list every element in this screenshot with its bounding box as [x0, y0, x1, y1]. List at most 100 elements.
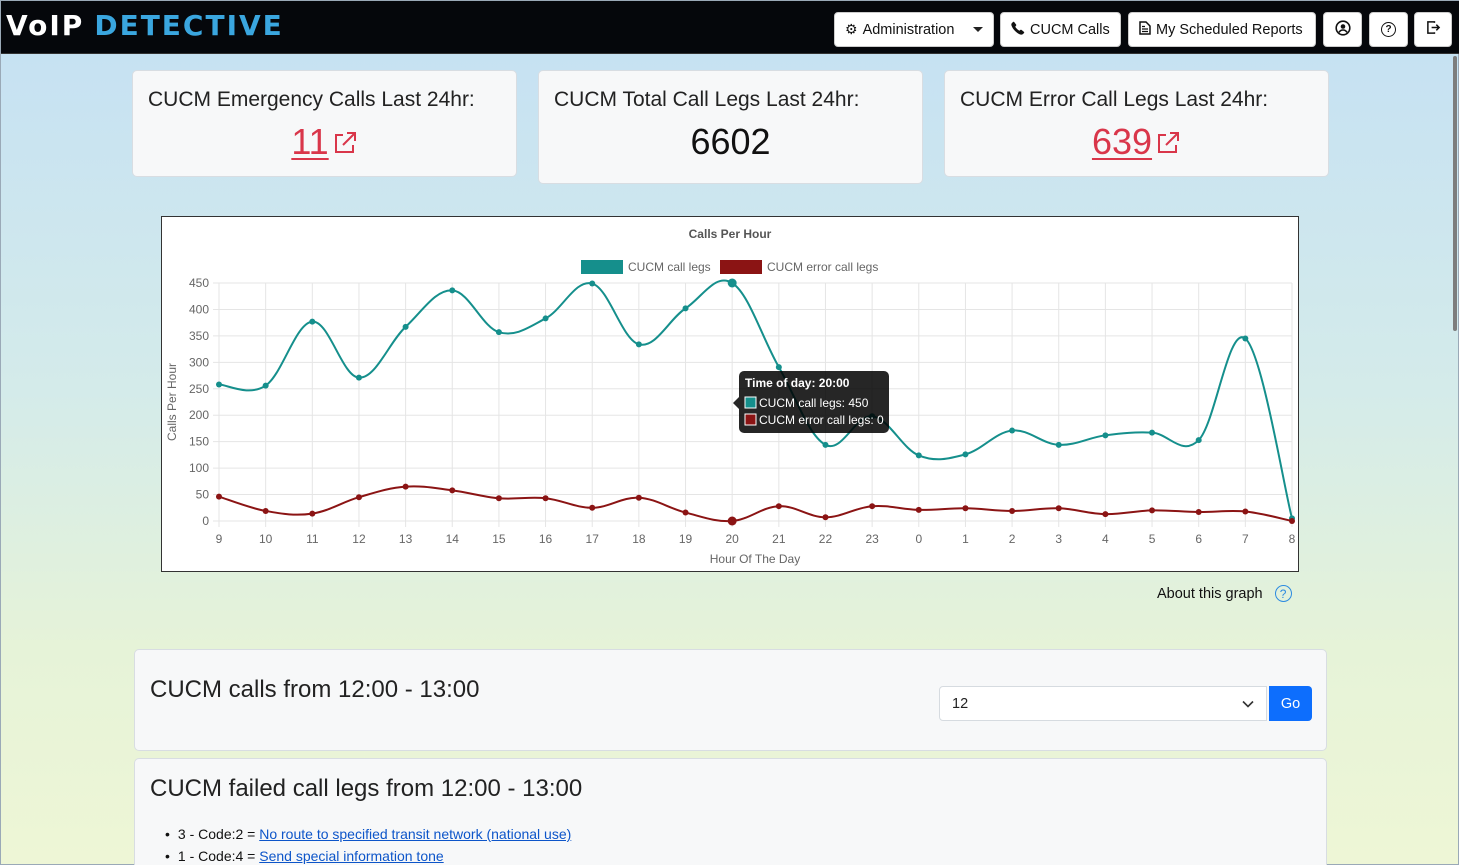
x-tick-label: 9	[216, 532, 223, 546]
calls-section-title: CUCM calls from 12:00 - 13:00	[150, 676, 480, 703]
data-point	[355, 374, 362, 381]
y-tick-label: 100	[189, 461, 209, 475]
scrollbar[interactable]	[1453, 56, 1457, 331]
tooltip-swatch	[744, 413, 757, 426]
tooltip-title: Time of day: 20:00	[745, 376, 850, 390]
question-circle-icon[interactable]: ?	[1274, 585, 1292, 602]
error-call-legs-value-wrap: 639	[945, 121, 1328, 165]
document-icon	[1139, 21, 1151, 38]
failure-link[interactable]: Send special information tone	[259, 848, 444, 864]
data-point	[1102, 511, 1109, 518]
data-point	[1195, 437, 1202, 444]
data-point	[635, 494, 642, 501]
data-point	[589, 504, 596, 511]
data-point	[962, 451, 969, 458]
x-tick-label: 7	[1242, 532, 1249, 546]
cucm-calls-button[interactable]: CUCM Calls	[1000, 12, 1121, 47]
failed-call-list: 3 - Code:2 = No route to specified trans…	[165, 823, 571, 865]
emergency-calls-title: CUCM Emergency Calls Last 24hr:	[148, 88, 475, 111]
chevron-down-icon[interactable]	[973, 27, 984, 32]
data-point	[915, 506, 922, 513]
data-point	[402, 483, 409, 490]
emergency-calls-card: CUCM Emergency Calls Last 24hr: 11	[132, 70, 517, 177]
x-tick-label: 22	[819, 532, 833, 546]
x-tick-label: 21	[772, 532, 786, 546]
series-line-error-call-legs	[218, 485, 1293, 523]
data-point	[727, 516, 737, 526]
x-tick-label: 10	[259, 532, 273, 546]
data-point	[727, 278, 737, 288]
failure-prefix: 1 - Code:4 =	[177, 848, 260, 864]
tooltip-box	[739, 371, 889, 433]
administration-button[interactable]: ⚙ Administration	[834, 12, 994, 47]
calls-section-card: CUCM calls from 12:00 - 13:00 12 Go	[134, 649, 1327, 751]
x-tick-label: 8	[1289, 532, 1296, 546]
scheduled-reports-button[interactable]: My Scheduled Reports	[1128, 12, 1316, 47]
data-point	[775, 364, 782, 371]
error-call-legs-title: CUCM Error Call Legs Last 24hr:	[960, 88, 1269, 111]
x-tick-label: 0	[915, 532, 922, 546]
x-tick-label: 23	[865, 532, 879, 546]
data-point	[822, 441, 829, 448]
x-tick-label: 4	[1102, 532, 1109, 546]
emergency-calls-value-wrap: 11	[133, 121, 516, 165]
external-link-icon[interactable]	[332, 123, 358, 165]
chevron-down-icon	[1242, 696, 1254, 712]
data-point	[915, 452, 922, 459]
help-button[interactable]: ?	[1369, 12, 1408, 47]
tooltip-line: CUCM error call legs: 0	[759, 413, 884, 427]
phone-icon	[1011, 21, 1025, 38]
data-point	[962, 505, 969, 512]
administration-label: Administration	[862, 21, 955, 38]
total-call-legs-value: 6602	[690, 121, 771, 162]
y-tick-label: 300	[189, 355, 209, 369]
x-tick-label: 3	[1055, 532, 1062, 546]
navbar: VoIP DETECTIVE ⚙ Administration CUCM Call…	[1, 1, 1459, 54]
about-graph[interactable]: About this graph ?	[1157, 585, 1292, 602]
data-point	[1195, 509, 1202, 516]
app-logo[interactable]: VoIP DETECTIVE	[6, 9, 284, 43]
x-tick-label: 12	[352, 532, 366, 546]
user-circle-icon	[1334, 19, 1351, 40]
x-tick-label: 18	[632, 532, 646, 546]
failure-prefix: 3 - Code:2 =	[177, 826, 260, 842]
error-call-legs-value[interactable]: 639	[1091, 121, 1153, 162]
data-point	[1009, 507, 1016, 514]
question-circle-icon: ?	[1381, 22, 1396, 37]
logo-voip: VoIP	[6, 9, 85, 42]
data-point	[1289, 518, 1295, 524]
legend-swatch	[720, 260, 762, 274]
data-point	[1149, 507, 1156, 514]
failed-section-title: CUCM failed call legs from 12:00 - 13:00	[150, 775, 583, 802]
data-point	[262, 382, 269, 389]
data-point	[542, 315, 549, 322]
failure-link[interactable]: No route to specified transit network (n…	[259, 826, 572, 842]
logout-button[interactable]	[1414, 12, 1452, 47]
data-point	[216, 493, 222, 500]
data-point	[682, 305, 689, 312]
hour-select-value: 12	[952, 695, 969, 712]
x-tick-label: 11	[306, 532, 319, 546]
tooltip-line: CUCM call legs: 450	[759, 396, 869, 410]
data-point	[1055, 505, 1062, 512]
y-tick-label: 350	[189, 329, 209, 343]
data-point	[1009, 427, 1016, 434]
external-link-icon[interactable]	[1155, 123, 1181, 165]
data-point	[216, 381, 222, 388]
data-point	[449, 487, 456, 494]
y-axis-label: Calls Per Hour	[165, 363, 179, 441]
hour-select[interactable]: 12	[939, 686, 1267, 721]
logo-detective: DETECTIVE	[94, 9, 284, 42]
failed-section-card: CUCM failed call legs from 12:00 - 13:00…	[134, 758, 1327, 865]
profile-button[interactable]	[1323, 12, 1362, 47]
data-point	[309, 510, 316, 517]
y-tick-label: 150	[189, 435, 209, 449]
emergency-calls-value[interactable]: 11	[291, 121, 329, 162]
logout-icon	[1426, 20, 1441, 39]
x-tick-label: 1	[962, 532, 969, 546]
go-button[interactable]: Go	[1269, 686, 1312, 721]
error-call-legs-card: CUCM Error Call Legs Last 24hr: 639	[944, 70, 1329, 177]
x-tick-label: 5	[1149, 532, 1156, 546]
x-tick-label: 20	[725, 532, 739, 546]
data-point	[1242, 335, 1249, 342]
